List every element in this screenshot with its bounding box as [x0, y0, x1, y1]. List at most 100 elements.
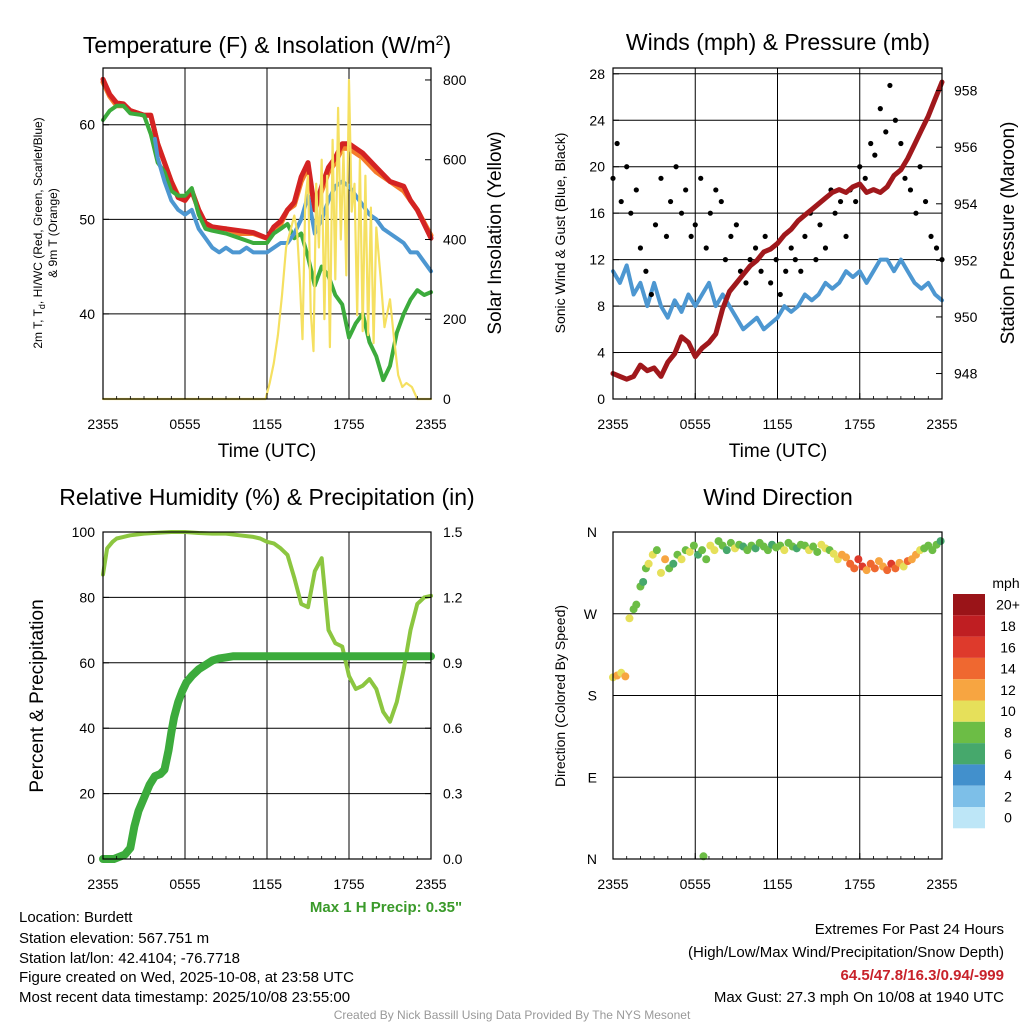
wind-gust-point — [877, 106, 883, 112]
x-tick-label: 0555 — [169, 876, 200, 892]
wind-gust-point — [868, 140, 874, 147]
wind-gust-point — [743, 280, 749, 286]
direction-point — [842, 553, 851, 562]
credit-text: Created By Nick Bassill Using Data Provi… — [334, 1008, 691, 1022]
direction-point — [702, 555, 711, 564]
wind-gust-point — [718, 198, 724, 205]
wind-gust-point — [703, 245, 709, 251]
wind-gust-point — [688, 233, 694, 240]
x-tick-label: 2355 — [597, 416, 628, 432]
wind-gust-point — [802, 233, 808, 240]
max-gust-text: Max Gust: 27.3 mph On 10/08 at 1940 UTC — [714, 989, 1004, 1006]
sonic-wind-line — [611, 257, 944, 332]
hi-wc-line — [152, 136, 433, 274]
wind-gust-point — [892, 117, 898, 123]
direction-tick-label: S — [588, 688, 597, 704]
wind-gust-point — [762, 233, 768, 240]
wind-gust-point — [883, 129, 889, 135]
direction-point — [726, 538, 735, 547]
wind-gust-point — [614, 140, 620, 147]
x-tick-label: 1155 — [252, 416, 282, 432]
y-tick-label: 60 — [79, 117, 95, 133]
elevation-text: Station elevation: 567.751 m — [19, 930, 209, 947]
winds-title: Winds (mph) & Pressure (mb) — [626, 29, 930, 55]
humidity-grid — [103, 531, 431, 860]
wind-direction-panel: Wind Direction 2355 0555 1155 1755 2355NESWN… — [552, 484, 1020, 892]
wind-gust-point — [747, 257, 753, 263]
y2-tick-label: 0.6 — [443, 720, 463, 736]
wind-gust-point — [733, 222, 739, 228]
direction-point — [813, 547, 822, 556]
y2-tick-label: 200 — [443, 311, 467, 327]
x-tick-label: 1755 — [844, 876, 875, 892]
colorbar-swatch — [953, 743, 985, 765]
colorbar-swatch — [953, 807, 985, 829]
wind-direction-points — [609, 537, 945, 861]
x-tick-label: 0555 — [680, 416, 711, 432]
direction-point — [874, 557, 883, 566]
y-tick-label: 80 — [79, 589, 95, 605]
wind-gust-point — [913, 210, 919, 216]
colorbar-label: 8 — [1004, 724, 1012, 740]
wind-gust-point — [898, 140, 904, 147]
direction-point — [661, 555, 670, 564]
x-tick-label: 1755 — [333, 876, 364, 892]
x-tick-label: 1155 — [762, 416, 792, 432]
direction-point — [722, 546, 731, 555]
colorbar-swatch — [953, 700, 985, 722]
colorbar-title: mph — [992, 575, 1019, 591]
direction-point — [883, 566, 892, 575]
wind-gust-point — [678, 210, 685, 216]
direction-point — [854, 555, 863, 564]
wind-gust-point — [832, 210, 838, 216]
x-tick-label: 1155 — [252, 876, 282, 892]
colorbar-swatch — [953, 679, 985, 701]
colorbar-swatch — [953, 785, 985, 807]
colorbar-label: 4 — [1004, 767, 1012, 783]
wind-gust-point — [928, 233, 934, 240]
colorbar-label: 12 — [1000, 682, 1016, 698]
y-tick-label: 20 — [79, 786, 95, 802]
wind-gust-point — [922, 198, 929, 205]
wind-gust-point — [722, 257, 729, 263]
direction-point — [621, 672, 630, 681]
direction-point — [928, 546, 937, 555]
direction-point — [656, 568, 665, 577]
x-tick-label: 2355 — [415, 416, 446, 432]
y2-tick-label: 0.0 — [443, 851, 463, 867]
y-tick-label: 24 — [589, 112, 605, 128]
wind-gust-point — [618, 198, 624, 205]
x-tick-label: 1755 — [844, 416, 875, 432]
relative-humidity-line — [101, 530, 433, 724]
direction-point — [850, 564, 859, 573]
wind-gust-point — [822, 245, 829, 251]
x-tick-label: 2355 — [926, 876, 957, 892]
wind-gust-point — [933, 245, 940, 251]
winds-ticks: 2355 0555 1155 1755 2355 0 4 8 12 16 20 24 28 948 950 9… — [589, 66, 977, 432]
colorbar-label: 0 — [1004, 810, 1012, 826]
temperature-xlabel: Time (UTC) — [218, 441, 317, 462]
station-pressure-line — [610, 79, 945, 382]
wind-gust-point — [902, 175, 908, 181]
y2-tick-label: 0.3 — [443, 786, 463, 802]
y-tick-label: 40 — [79, 720, 95, 736]
y-tick-label: 100 — [72, 524, 96, 540]
direction-point — [677, 555, 686, 564]
colorbar-label: 2 — [1004, 788, 1012, 804]
colorbar-swatch — [953, 764, 985, 786]
x-tick-label: 0555 — [680, 876, 711, 892]
wind-gust-point — [728, 233, 734, 240]
colorbar-label: 6 — [1004, 746, 1012, 762]
direction-point — [644, 559, 653, 568]
wind-gust-point — [887, 82, 893, 89]
wind-gust-point — [648, 291, 654, 298]
y-tick-label: 0 — [87, 851, 95, 867]
y-tick-label: 16 — [589, 205, 605, 221]
wind-gust-point — [872, 152, 878, 158]
wind-gust-point — [752, 245, 759, 251]
direction-tick-label: W — [584, 606, 598, 622]
direction-tick-label: N — [587, 851, 597, 867]
wind-gust-point — [624, 164, 630, 170]
